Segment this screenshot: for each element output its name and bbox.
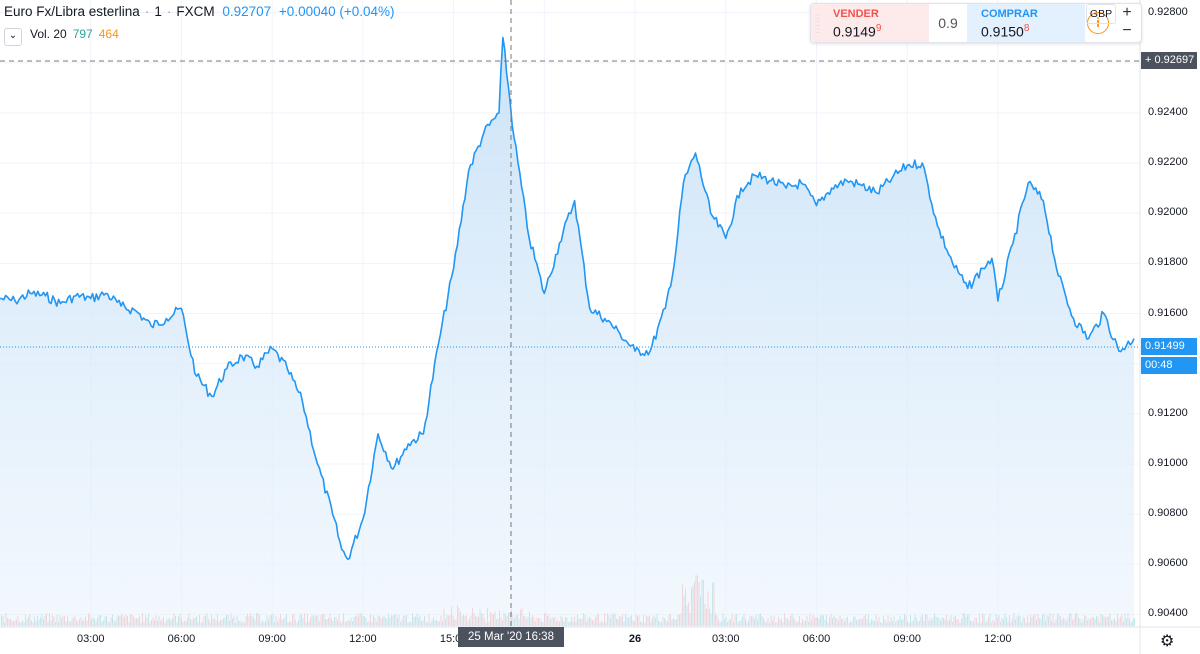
price-tick-label: 0.91800 — [1148, 256, 1188, 269]
price-area — [0, 37, 1134, 628]
last-price: 0.92707 — [222, 4, 272, 19]
volume-legend: ⌄ Vol. 20 797 464 — [4, 27, 119, 46]
chevron-down-icon[interactable]: ⌄ — [4, 28, 22, 46]
buy-price: 0.91508 — [981, 23, 1030, 40]
symbol-name[interactable]: Euro Fx/Libra esterlina — [4, 4, 140, 19]
price-tick-label: 0.90400 — [1148, 607, 1188, 620]
trade-panel: :::::: VENDER 0.91499 0.9 COMPRAR 0.9150… — [810, 3, 1142, 43]
spread-value: 0.9 — [938, 15, 958, 31]
symbol-header: Euro Fx/Libra esterlina · 1 · FXCM 0.92707 +… — [4, 4, 395, 19]
crosshair-time-tag: 25 Mar '20 16:38 — [458, 627, 564, 647]
price-tick-label: 0.91000 — [1148, 456, 1188, 469]
exchange: FXCM — [176, 4, 215, 19]
sell-button[interactable]: :::::: VENDER 0.91499 — [811, 4, 929, 42]
last-price-tag: 0.91499 — [1141, 338, 1197, 355]
countdown-tag: 00:48 — [1141, 357, 1197, 374]
time-tick-label: 03:00 — [711, 633, 740, 645]
time-tick-label: 06:00 — [802, 633, 831, 645]
price-tick-label: 0.90800 — [1148, 507, 1188, 520]
gear-icon[interactable]: ⚙ — [1160, 633, 1175, 650]
price-tick-label: 0.91600 — [1148, 306, 1188, 319]
time-tick-label: 09:00 — [893, 633, 921, 645]
volume-label[interactable]: Vol. 20 — [30, 27, 67, 41]
zoom-out-button[interactable]: − — [1122, 22, 1132, 39]
price-line — [0, 36, 1135, 561]
time-tick-label: 26 — [628, 633, 642, 645]
drag-handle-icon[interactable]: :::::: — [815, 12, 820, 35]
currency-label[interactable]: GBP — [1086, 4, 1116, 24]
sell-price: 0.91499 — [833, 23, 882, 40]
buy-button[interactable]: COMPRAR 0.91508 — [967, 4, 1085, 42]
zoom-in-button[interactable]: + — [1122, 4, 1132, 21]
price-tick-label: 0.92200 — [1148, 156, 1188, 169]
price-tick-label: 0.92800 — [1148, 5, 1188, 18]
time-tick-label: 06:00 — [167, 633, 196, 645]
time-tick-label: 03:00 — [76, 633, 105, 645]
volume-down-value: 464 — [98, 27, 119, 41]
interval[interactable]: 1 — [154, 4, 162, 19]
time-tick-label: 12:00 — [349, 633, 377, 645]
price-change: +0.00040 (+0.04%) — [278, 4, 395, 19]
buy-label: COMPRAR — [981, 8, 1038, 20]
time-tick-label: 09:00 — [258, 633, 286, 645]
time-tick-label: 12:00 — [984, 633, 1012, 645]
crosshair-price-tag: + 0.92697 — [1141, 52, 1197, 69]
price-tick-label: 0.92000 — [1148, 206, 1188, 219]
price-tick-label: 0.92400 — [1148, 105, 1188, 118]
sell-label: VENDER — [833, 8, 879, 20]
price-tick-label: 0.90600 — [1148, 557, 1188, 570]
volume-up-value: 797 — [72, 27, 93, 41]
price-tick-label: 0.91200 — [1148, 406, 1188, 419]
